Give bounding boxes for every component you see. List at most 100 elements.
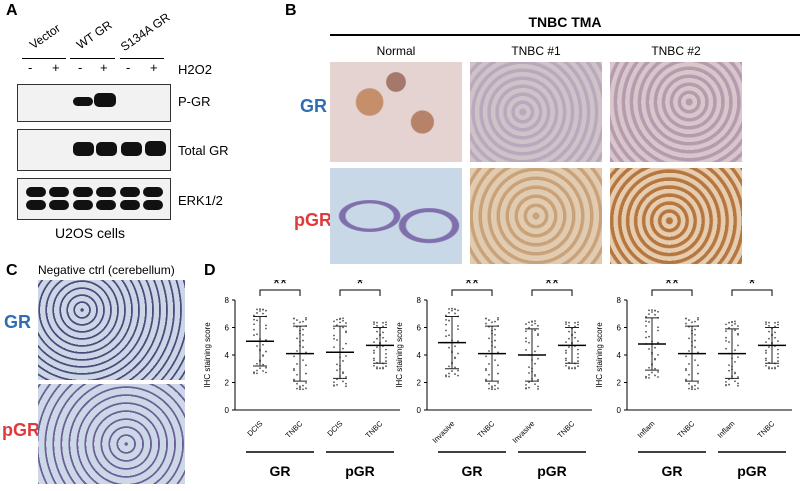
sig-bracket — [259, 289, 301, 296]
band — [121, 142, 142, 156]
sig-marker: * — [356, 280, 363, 294]
panel-c-label: C — [6, 262, 18, 279]
data-point — [577, 365, 579, 368]
data-point — [333, 334, 335, 337]
data-point — [256, 362, 258, 365]
data-point — [691, 388, 693, 391]
data-point — [299, 386, 301, 389]
data-point — [657, 376, 659, 378]
data-point — [765, 321, 767, 324]
data-point — [457, 324, 459, 327]
data-point — [577, 348, 579, 351]
col-normal: Normal — [376, 44, 416, 58]
data-point — [302, 359, 304, 362]
data-point — [528, 386, 530, 389]
data-point — [648, 348, 650, 350]
data-point — [725, 330, 727, 333]
data-point — [457, 369, 459, 372]
data-point — [385, 360, 387, 362]
data-point — [528, 381, 530, 384]
data-point — [256, 319, 258, 322]
data-point — [385, 321, 387, 324]
data-point — [296, 373, 298, 376]
data-point — [565, 349, 567, 352]
data-point — [336, 318, 338, 321]
x-tick-label: Invasive — [511, 419, 537, 445]
data-point — [345, 330, 347, 333]
data-point — [345, 322, 347, 324]
data-point — [333, 337, 335, 340]
data-point — [342, 317, 344, 320]
data-point — [305, 387, 307, 390]
micrograph-tnbc2-gr — [610, 62, 742, 162]
data-point — [565, 323, 567, 326]
data-point — [565, 364, 567, 367]
micrograph-tnbc2-pgr — [610, 168, 742, 264]
y-tick-label: 2 — [417, 379, 422, 388]
data-point — [765, 359, 767, 362]
data-point — [445, 323, 447, 326]
data-point — [534, 362, 536, 365]
data-point — [728, 321, 730, 324]
data-point — [454, 373, 456, 375]
data-point — [262, 363, 264, 366]
data-point — [491, 321, 493, 324]
data-point — [531, 320, 533, 323]
data-point — [253, 372, 255, 375]
data-point — [451, 370, 453, 372]
data-point — [645, 320, 647, 323]
data-point — [645, 325, 647, 327]
data-point — [648, 335, 650, 338]
data-point — [734, 349, 736, 352]
y-axis-label: IHC staining score — [595, 322, 604, 388]
data-point — [565, 359, 567, 362]
data-point — [302, 346, 304, 348]
y-axis-label: IHC staining score — [395, 322, 404, 388]
sig-marker: ** — [273, 280, 287, 294]
data-point — [373, 321, 375, 324]
data-point — [728, 378, 730, 381]
data-point — [373, 341, 375, 343]
data-point — [725, 336, 727, 339]
data-point — [253, 334, 255, 337]
data-point — [568, 367, 570, 370]
data-point — [537, 333, 539, 335]
data-point — [565, 341, 567, 343]
band — [143, 187, 163, 197]
data-point — [488, 319, 490, 321]
data-point — [737, 376, 739, 378]
data-point — [688, 337, 690, 340]
band — [120, 187, 140, 197]
data-point — [259, 310, 261, 312]
data-point — [305, 317, 307, 319]
data-point — [697, 317, 699, 319]
lane-group-vector: Vector — [26, 21, 63, 52]
data-point — [385, 365, 387, 368]
data-point — [382, 325, 384, 328]
y-axis-label: IHC staining score — [203, 322, 212, 388]
data-point — [262, 370, 264, 372]
data-point — [648, 313, 650, 316]
data-point — [485, 322, 487, 325]
data-point — [385, 356, 387, 359]
group-label: pGR — [537, 463, 567, 479]
data-point — [694, 388, 696, 391]
data-point — [697, 364, 699, 367]
row-label-pgr-b: pGR — [294, 210, 332, 230]
data-point — [534, 350, 536, 353]
data-point — [336, 339, 338, 341]
panel-d-label: D — [204, 262, 216, 279]
data-point — [657, 371, 659, 373]
data-point — [734, 329, 736, 332]
data-point — [768, 330, 770, 333]
data-point — [685, 322, 687, 325]
band — [73, 200, 93, 210]
lane-sign-6: + — [150, 60, 158, 75]
data-point — [265, 327, 267, 330]
data-point — [448, 319, 450, 322]
data-point — [574, 336, 576, 339]
band — [96, 200, 116, 210]
sig-marker: ** — [465, 280, 479, 294]
data-point — [488, 363, 490, 365]
data-point — [728, 341, 730, 343]
